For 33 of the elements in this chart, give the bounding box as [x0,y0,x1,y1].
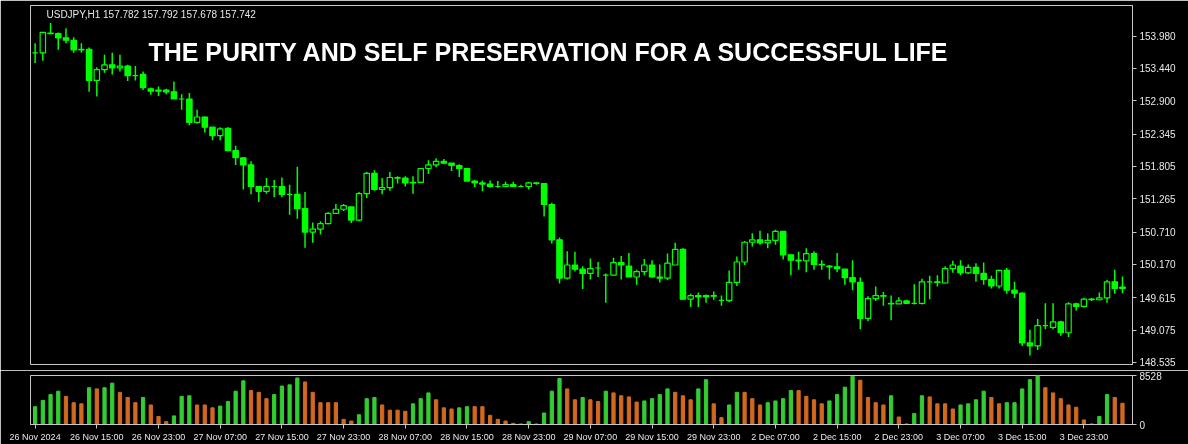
x-tick-label: 29 Nov 07:00 [563,431,618,442]
y-tick-label: 150.170 [1139,259,1177,271]
y-tick-label: 8528 [1139,370,1163,382]
x-tick-label: 3 Dec 15:00 [997,431,1047,442]
y-tick-label: 0 [1139,419,1146,431]
x-tick-label: 26 Nov 2024 [9,431,61,442]
y-tick-label: 149.615 [1139,292,1177,304]
x-tick-label: 28 Nov 15:00 [440,431,494,442]
x-tick-label: 26 Nov 15:00 [70,431,124,442]
y-tick-label: 152.900 [1139,95,1177,107]
x-tick-label: 29 Nov 15:00 [625,431,679,442]
x-tick-label: 3 Dec 07:00 [936,431,985,442]
y-tick-label: 153.440 [1139,63,1177,75]
y-tick-label: 151.805 [1139,161,1177,173]
x-tick-label: 27 Nov 07:00 [193,431,247,442]
y-tick-label: 153.980 [1139,31,1177,43]
x-tick-label: 26 Nov 23:00 [131,431,186,442]
y-tick-label: 152.345 [1139,129,1177,141]
y-tick-label: 148.535 [1139,357,1177,369]
y-tick-label: 150.710 [1139,227,1177,239]
x-tick-label: 2 Dec 23:00 [874,431,924,442]
x-tick-label: 27 Nov 15:00 [255,431,309,442]
x-tick-label: 29 Nov 23:00 [686,431,741,442]
annotation: THE PURITY AND SELF PRESERVATION FOR A SUCCESSFUL LIFE [148,37,948,66]
y-tick-label: 149.075 [1139,325,1177,337]
y-tick-label: 151.265 [1139,193,1177,205]
x-tick-label: 27 Nov 23:00 [316,431,371,442]
chart-title: USDJPY,H1 157.782 157.792 157.678 157.742 [46,8,257,20]
x-tick-label: 28 Nov 23:00 [501,431,556,442]
x-tick-label: 2 Dec 07:00 [751,431,800,442]
x-tick-label: 3 Dec 23:00 [1059,431,1109,442]
x-tick-label: 2 Dec 15:00 [812,431,862,442]
x-tick-label: 28 Nov 07:00 [378,431,433,442]
